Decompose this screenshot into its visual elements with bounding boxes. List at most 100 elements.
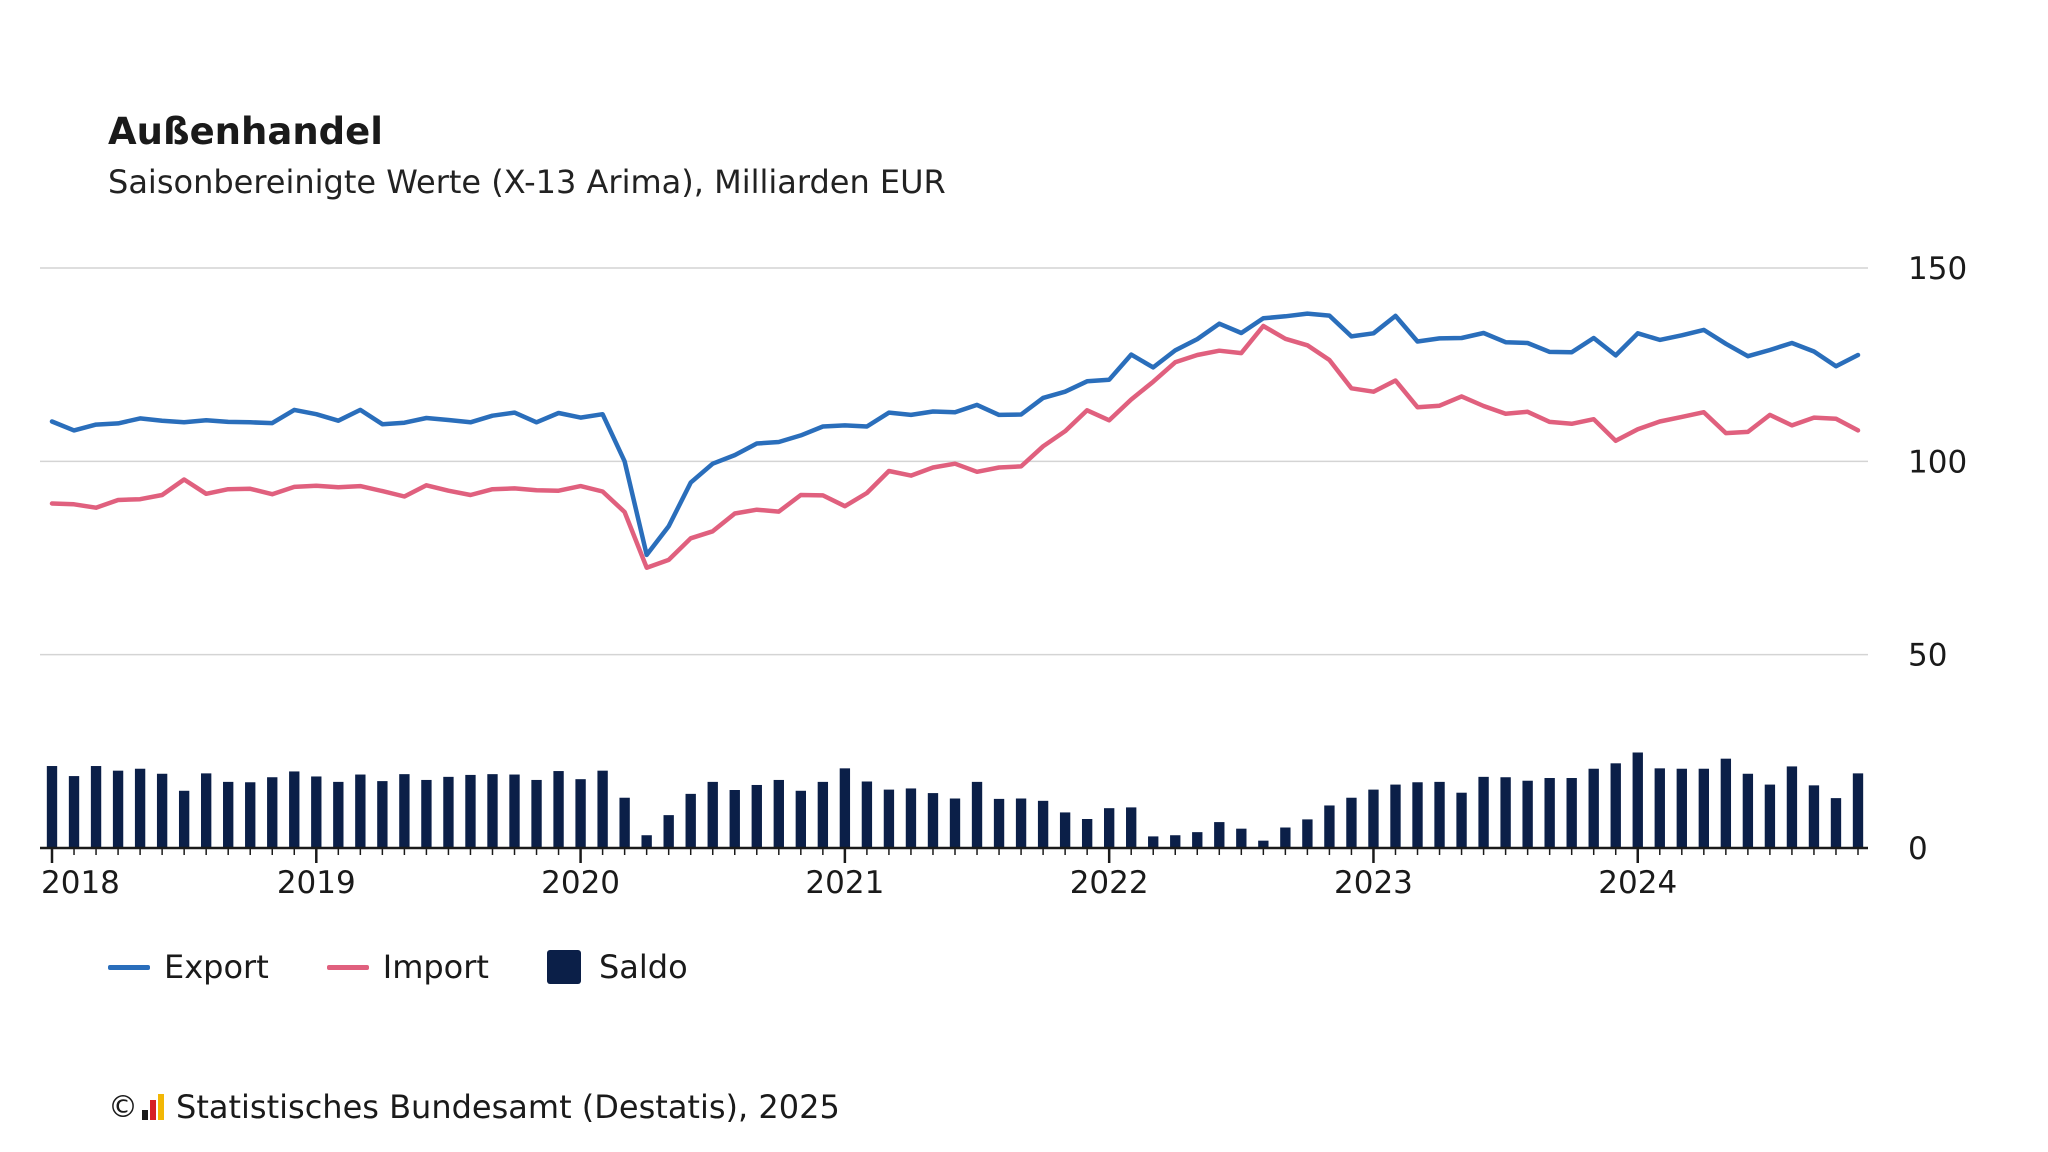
saldo-bar	[333, 781, 344, 848]
destatis-logo-icon	[142, 1094, 166, 1120]
saldo-bar	[553, 771, 564, 848]
legend-item-import: Import	[326, 948, 489, 986]
y-tick-label-100: 100	[1908, 444, 1967, 480]
y-tick-label-0: 0	[1908, 831, 1928, 867]
saldo-bar	[1081, 819, 1093, 848]
saldo-bar	[178, 790, 190, 848]
saldo-bar	[509, 774, 520, 848]
saldo-bar	[1808, 785, 1820, 848]
saldo-bar	[619, 797, 630, 848]
saldo-bar	[1302, 819, 1313, 848]
saldo-bar	[531, 779, 542, 848]
saldo-bar	[773, 779, 784, 848]
saldo-bar	[949, 798, 961, 848]
saldo-bar	[729, 790, 740, 848]
saldo-bar	[1148, 836, 1159, 848]
saldo-bar	[905, 788, 917, 848]
saldo-bar	[112, 770, 124, 848]
legend-item-saldo: Saldo	[546, 948, 688, 986]
saldo-bar	[1015, 798, 1027, 848]
legend-label-saldo: Saldo	[598, 948, 688, 986]
saldo-bar	[377, 781, 388, 848]
x-tick-label-2021: 2021	[805, 865, 884, 901]
saldo-bar	[817, 781, 829, 848]
saldo-bar	[1852, 773, 1864, 848]
legend: Export Import Saldo	[108, 948, 746, 986]
saldo-bar	[685, 793, 696, 848]
saldo-bar	[1654, 768, 1665, 848]
saldo-bar	[1830, 798, 1842, 848]
saldo-bar	[1720, 758, 1732, 848]
saldo-bar	[1192, 832, 1203, 848]
saldo-bar	[487, 774, 498, 848]
saldo-bar	[1214, 822, 1225, 848]
saldo-bar	[399, 774, 410, 848]
legend-item-export: Export	[108, 948, 269, 986]
saldo-bar	[245, 782, 256, 848]
x-tick-label-2020: 2020	[541, 865, 620, 901]
legend-label-export: Export	[164, 948, 269, 986]
saldo-bar	[1566, 778, 1577, 848]
saldo-bar	[421, 779, 432, 848]
saldo-bar	[1434, 781, 1445, 848]
saldo-bar	[883, 789, 895, 848]
saldo-bar	[1324, 805, 1335, 848]
x-tick-label-2022: 2022	[1070, 865, 1149, 901]
saldo-bar	[355, 774, 366, 848]
saldo-bar	[1412, 782, 1423, 848]
saldo-bar	[1742, 773, 1754, 848]
legend-swatch-saldo	[546, 950, 581, 984]
saldo-bar	[1522, 780, 1533, 848]
saldo-bar	[68, 776, 80, 848]
saldo-bar	[465, 774, 476, 848]
saldo-bar	[707, 781, 718, 848]
saldo-bar	[597, 770, 608, 848]
source-text: Statistisches Bundesamt (Destatis), 2025	[176, 1088, 840, 1126]
saldo-bar	[156, 773, 168, 848]
saldo-bar	[1170, 835, 1181, 848]
x-tick-label-2023: 2023	[1334, 865, 1413, 901]
saldo-bar	[927, 793, 939, 848]
import-line	[49, 323, 1861, 570]
saldo-bar	[443, 776, 454, 848]
x-axis: 2018 2019 2020 2021 2022 2023 2024	[40, 846, 1868, 901]
copyright-symbol: ©	[108, 1089, 138, 1125]
chart-subtitle: Saisonbereinigte Werte (X-13 Arima), Mil…	[108, 163, 946, 201]
x-tick-label-2019: 2019	[277, 865, 356, 901]
chart-title: Außenhandel	[108, 110, 383, 153]
saldo-bar	[1368, 789, 1379, 848]
saldo-bar	[993, 798, 1005, 848]
grid-layer: 0 50 100 150	[40, 251, 1967, 867]
export-line	[49, 311, 1861, 558]
saldo-bar	[971, 781, 983, 848]
saldo-bar	[1588, 768, 1599, 848]
x-tick-label-2024: 2024	[1598, 865, 1677, 901]
saldo-bar	[1500, 777, 1511, 848]
saldo-bar	[46, 766, 58, 848]
legend-label-import: Import	[382, 948, 489, 986]
saldo-bar	[641, 835, 652, 848]
saldo-bar	[575, 779, 586, 848]
line-series	[49, 311, 1861, 570]
saldo-bar	[751, 784, 762, 848]
saldo-bar	[223, 781, 234, 848]
saldo-bar	[1610, 763, 1621, 848]
x-tick-label-2018: 2018	[41, 865, 120, 901]
saldo-bar	[1676, 768, 1687, 848]
saldo-bar	[267, 777, 278, 848]
saldo-bar	[1764, 784, 1776, 848]
saldo-bar	[1103, 808, 1115, 848]
saldo-bar	[795, 790, 807, 848]
saldo-bar	[1390, 784, 1401, 848]
saldo-bar	[1632, 752, 1643, 848]
saldo-bar	[289, 771, 300, 848]
y-tick-label-150: 150	[1908, 251, 1967, 287]
saldo-bar	[134, 768, 146, 848]
saldo-bar	[1456, 792, 1467, 848]
saldo-bar	[1236, 828, 1247, 848]
saldo-bar	[1037, 800, 1049, 848]
saldo-bar	[1280, 827, 1291, 848]
saldo-bar	[663, 815, 674, 848]
legend-swatch-export	[108, 964, 150, 970]
